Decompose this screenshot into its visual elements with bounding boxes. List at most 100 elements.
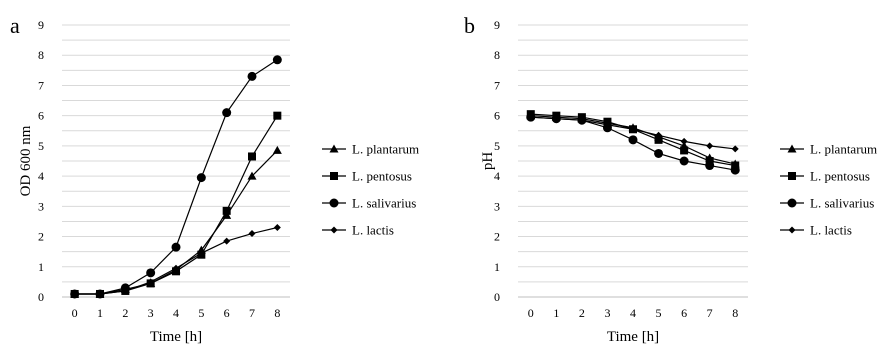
data-point	[603, 121, 611, 129]
x-axis-title: Time [h]	[607, 329, 659, 345]
y-tick-label: 7	[38, 78, 44, 92]
legend-entry: L. pentosus	[322, 169, 412, 184]
data-point	[705, 157, 714, 165]
y-tick-label: 4	[38, 169, 44, 183]
data-point	[628, 135, 638, 145]
data-point	[273, 111, 282, 120]
data-point	[654, 148, 664, 158]
legend-entry: L. plantarum	[780, 142, 877, 157]
x-tick-label: 5	[198, 306, 204, 320]
y-tick-label: 9	[38, 18, 44, 32]
legend-label: L. pentosus	[810, 169, 870, 184]
legend-marker	[330, 226, 338, 234]
data-point	[273, 223, 281, 231]
legend-marker	[330, 172, 338, 180]
data-point	[730, 165, 740, 175]
y-tick-label: 9	[494, 18, 500, 32]
data-point	[171, 242, 181, 252]
data-point	[655, 131, 663, 139]
series-line	[74, 59, 278, 295]
x-tick-label: 7	[707, 306, 713, 320]
legend-marker	[329, 144, 339, 153]
data-point	[679, 156, 689, 166]
legend-marker	[788, 172, 796, 180]
y-tick-label: 4	[494, 169, 500, 183]
legend-entry: L. pentosus	[780, 169, 870, 184]
y-tick-label: 3	[38, 199, 44, 213]
data-point	[680, 146, 689, 155]
data-point	[248, 152, 256, 161]
data-point	[96, 290, 104, 298]
data-point	[527, 113, 535, 121]
legend-label: L. salivarius	[810, 196, 874, 211]
y-axis-title: OD 600 nm	[18, 125, 34, 196]
data-point	[147, 278, 155, 286]
data-point	[654, 135, 663, 144]
data-point	[222, 206, 231, 215]
legend-entry: L. lactis	[322, 223, 394, 238]
panel-a: a 0 1 2 3 4 5 6 7 8 9 0 1 2 3 4 5 6 7 8 Time [h] OD 600 nm L. …	[10, 13, 419, 345]
x-tick-label: 5	[656, 306, 662, 320]
y-tick-label: 0	[494, 290, 500, 304]
data-point	[197, 249, 205, 257]
legend-label: L. pentosus	[352, 169, 412, 184]
data-point	[272, 145, 282, 154]
x-tick-label: 1	[97, 306, 103, 320]
panel-letter: a	[10, 13, 20, 38]
legend-marker	[329, 198, 339, 208]
data-point	[121, 287, 129, 295]
y-tick-label: 5	[494, 139, 500, 153]
y-axis-title: pH	[480, 152, 496, 171]
y-tick-label: 7	[494, 78, 500, 92]
y-tick-label: 5	[38, 139, 44, 153]
data-point	[71, 290, 79, 298]
x-tick-label: 6	[681, 306, 687, 320]
panel-letter: b	[464, 13, 475, 38]
x-tick-label: 0	[72, 306, 78, 320]
data-point	[272, 55, 282, 65]
data-point	[578, 116, 586, 124]
data-point	[223, 237, 231, 245]
data-point	[172, 264, 180, 272]
x-axis-title: Time [h]	[150, 329, 202, 345]
y-tick-label: 2	[494, 230, 500, 244]
x-tick-label: 0	[528, 306, 534, 320]
data-point	[629, 125, 637, 133]
data-point	[196, 173, 206, 183]
y-tick-label: 6	[38, 109, 44, 123]
x-tick-label: 8	[732, 306, 738, 320]
data-point	[248, 230, 256, 238]
x-tick-label: 6	[224, 306, 230, 320]
x-tick-label: 4	[630, 306, 636, 320]
y-tick-label: 0	[38, 290, 44, 304]
y-tick-label: 8	[494, 48, 500, 62]
data-point	[552, 115, 560, 123]
x-tick-label: 4	[173, 306, 179, 320]
legend-marker	[787, 198, 797, 208]
data-point	[247, 171, 257, 180]
series-circle	[526, 112, 740, 175]
x-tick-label: 7	[249, 306, 255, 320]
data-point	[247, 71, 257, 81]
y-tick-label: 1	[494, 260, 500, 274]
y-tick-label: 6	[494, 109, 500, 123]
legend-entry: L. salivarius	[322, 196, 416, 211]
x-tick-label: 3	[148, 306, 154, 320]
y-tick-label: 8	[38, 48, 44, 62]
x-tick-label: 2	[122, 306, 128, 320]
data-point	[705, 161, 715, 171]
legend-marker	[788, 226, 796, 234]
x-tick-label: 8	[274, 306, 280, 320]
x-tick-label: 1	[553, 306, 559, 320]
legend-label: L. salivarius	[352, 196, 416, 211]
x-tick-label: 3	[604, 306, 610, 320]
y-tick-label: 2	[38, 230, 44, 244]
legend-entry: L. plantarum	[322, 142, 419, 157]
legend-entry: L. lactis	[780, 223, 852, 238]
legend-label: L. lactis	[810, 223, 852, 238]
data-point	[146, 268, 156, 278]
panel-b: b 0 1 2 3 4 5 6 7 8 9 0 1 2 3 4 5 6 7 8 Time [h] pH L. plantar…	[464, 13, 877, 345]
y-tick-label: 1	[38, 260, 44, 274]
data-point	[706, 142, 714, 150]
